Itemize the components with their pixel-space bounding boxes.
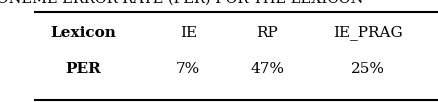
Text: RP: RP [256, 26, 278, 40]
Text: IE_PRAG: IE_PRAG [333, 25, 403, 40]
Text: 7%: 7% [176, 62, 201, 76]
Text: PER: PER [65, 62, 101, 76]
Text: 25%: 25% [351, 62, 385, 76]
Text: Lexicon: Lexicon [50, 26, 116, 40]
Text: 47%: 47% [250, 62, 284, 76]
Text: IE: IE [180, 26, 197, 40]
Text: PHONEME ERROR RATE (PER) FOR THE LEXICON: PHONEME ERROR RATE (PER) FOR THE LEXICON [0, 0, 363, 6]
